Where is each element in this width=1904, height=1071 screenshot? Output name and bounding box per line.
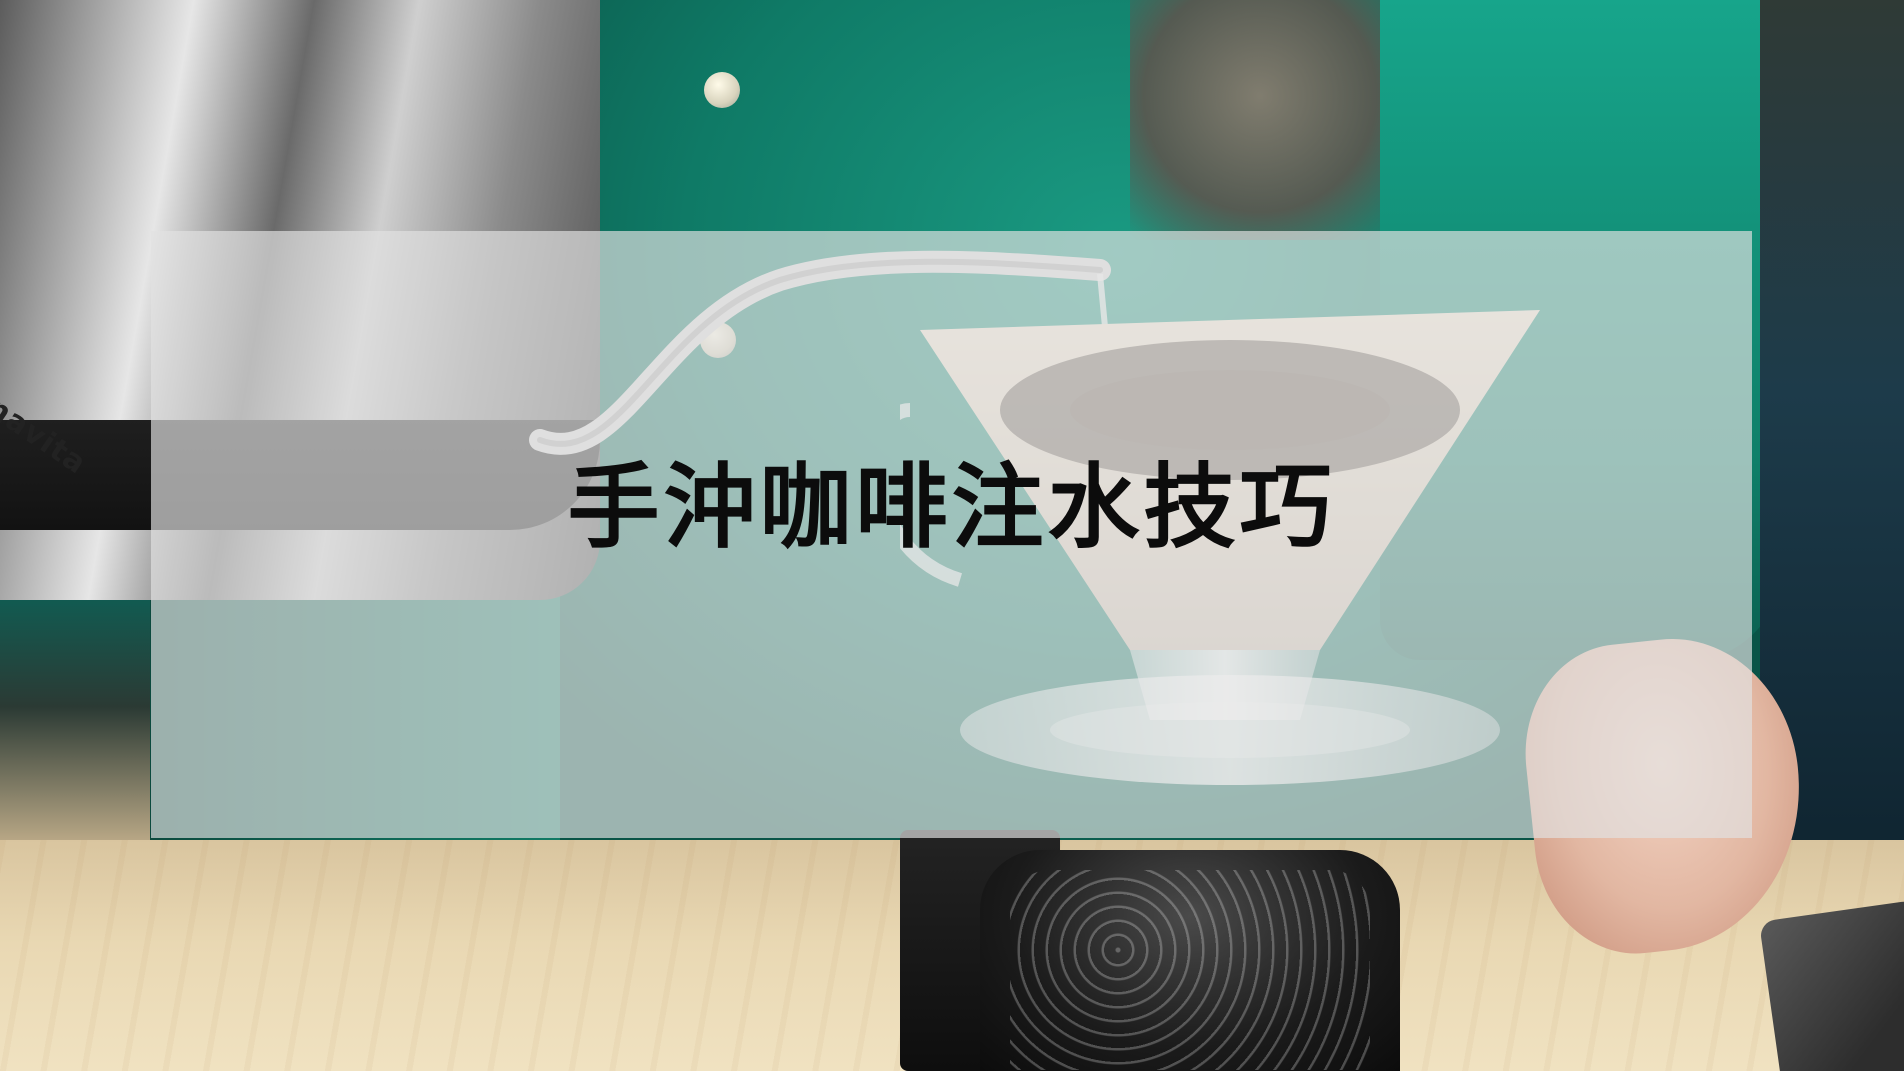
- shirt-button: [704, 72, 740, 108]
- page-title: 手沖咖啡注水技巧: [567, 454, 1336, 561]
- title-overlay-panel: 手沖咖啡注水技巧: [151, 231, 1752, 838]
- table-object: [1758, 899, 1904, 1071]
- background-bokeh: [1130, 0, 1390, 240]
- carafe-reflection: [1010, 870, 1370, 1070]
- glass-carafe: [980, 850, 1400, 1071]
